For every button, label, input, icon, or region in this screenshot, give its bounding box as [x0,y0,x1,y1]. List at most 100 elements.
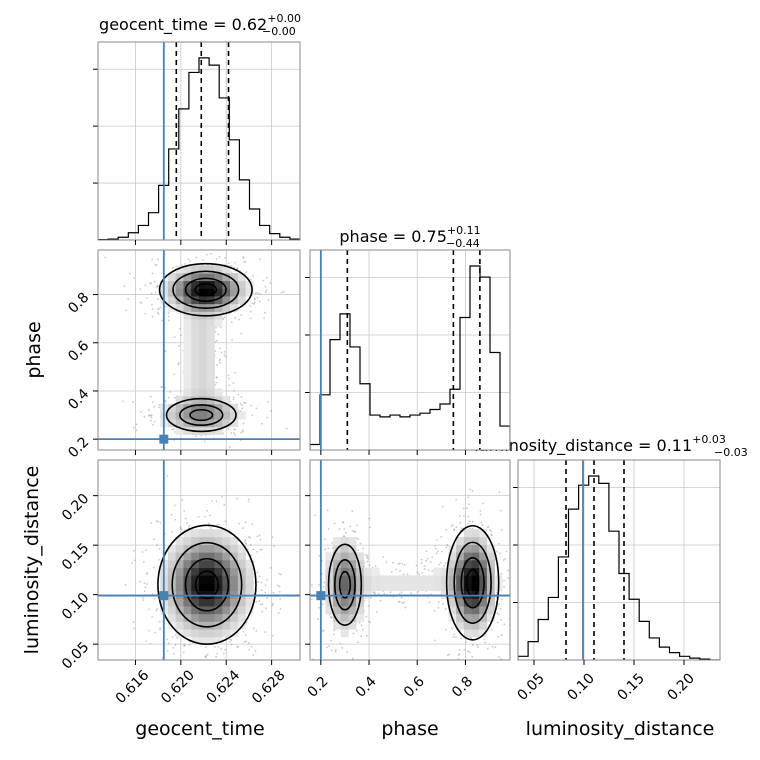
corner-geocent-time-vs-phase-density-cell [191,265,200,274]
corner-geocent-time-vs-phase-frame [97,249,301,451]
corner-phase-vs-luminosity-distance-point [415,564,418,567]
corner-geocent-time-vs-phase-density-cell [191,388,200,397]
corner-geocent-time-vs-phase-point [177,362,180,364]
corner-geocent-time-vs-luminosity-distance-density-cell [230,552,239,561]
corner-geocent-time-vs-phase-point [251,414,254,417]
corner-phase-vs-luminosity-distance-density-cell [479,606,488,615]
corner-phase-vs-luminosity-distance-point [497,635,499,638]
corner-geocent-time-vs-luminosity-distance-xticklabel-0: 0.616 [113,667,153,707]
corner-geocent-time-vs-phase-point [217,333,220,336]
corner-geocent-time-vs-phase-density-cell [183,388,192,397]
corner-geocent-time-vs-phase-point [240,314,243,316]
corner-phase-vs-luminosity-distance-point [471,655,474,658]
corner-geocent-time-vs-luminosity-distance-point [148,629,150,632]
corner-geocent-time-vs-luminosity-distance-density-cell [222,621,231,630]
corner-geocent-time-vs-luminosity-distance-point [171,530,174,533]
corner-geocent-time-vs-phase-contour-0-1 [172,270,240,309]
corner-geocent-time-vs-luminosity-distance-density-cell [222,583,231,592]
corner-phase-vs-luminosity-distance-point [362,547,364,550]
title-luminosity-distance-main: luminosity_distance = 0.11 [474,436,692,456]
corner-geocent-time-vs-luminosity-distance-plot-area [98,460,300,663]
corner-phase-vs-luminosity-distance-point [372,591,375,594]
corner-phase-vs-luminosity-distance-density-cell [340,629,349,638]
corner-geocent-time-vs-luminosity-distance-density-cell [230,613,239,622]
corner-geocent-time-vs-luminosity-distance-density-cell [206,629,215,638]
corner-geocent-time-vs-phase-density-cell [199,403,208,412]
corner-phase-vs-luminosity-distance-point [341,647,344,649]
corner-phase-vs-luminosity-distance-point [459,515,462,518]
corner-geocent-time-vs-luminosity-distance-point [265,578,268,581]
corner-phase-vs-luminosity-distance-density-cell [456,560,465,568]
corner-geocent-time-vs-luminosity-distance-density-cell [183,529,192,538]
corner-phase-vs-luminosity-distance-point [369,526,371,529]
corner-phase-vs-luminosity-distance-density-cell [479,621,488,630]
corner-geocent-time-vs-luminosity-distance-point [276,584,279,587]
corner-geocent-time-vs-luminosity-distance-density-cell [245,606,254,615]
corner-geocent-time-vs-luminosity-distance-density-cell [167,598,176,607]
corner-phase-vs-luminosity-distance-density-cell [325,583,334,592]
corner-geocent-time-vs-phase-density-cell [167,296,176,305]
corner-geocent-time-vs-phase-density-cell [214,419,223,428]
corner-phase-vs-luminosity-distance-point [349,670,351,672]
corner-phase-vs-luminosity-distance-point [401,562,404,565]
hist-geocent-time-bg [98,42,300,240]
xlabel-luminosity-distance: luminosity_distance [526,718,715,740]
corner-phase-vs-luminosity-distance-point [425,550,428,553]
corner-geocent-time-vs-phase-density-cell [199,319,208,328]
corner-phase-vs-luminosity-distance-density-cell [363,583,372,592]
corner-phase-vs-luminosity-distance-density-cell [340,583,349,592]
corner-phase-vs-luminosity-distance-point [410,592,412,595]
corner-geocent-time-vs-phase-yticklabel-1: 0.4 [65,386,92,413]
corner-geocent-time-vs-phase-density-cell [191,373,200,382]
corner-geocent-time-vs-luminosity-distance-point [247,642,250,644]
corner-geocent-time-vs-phase-point [189,260,192,263]
corner-phase-vs-luminosity-distance-point [383,592,386,595]
corner-geocent-time-vs-phase-density-cell [199,350,208,358]
corner-geocent-time-vs-luminosity-distance-point [244,634,247,636]
corner-phase-vs-luminosity-distance-point [395,568,397,571]
corner-geocent-time-vs-luminosity-distance-point [264,607,267,610]
corner-geocent-time-vs-phase-point [215,376,218,379]
corner-geocent-time-vs-phase-density-cell [183,311,192,320]
corner-geocent-time-vs-luminosity-distance-density-cell [214,552,223,561]
corner-geocent-time-vs-luminosity-distance-point [259,538,262,541]
corner-phase-vs-luminosity-distance-density-cell [456,606,465,615]
corner-phase-vs-luminosity-distance-point [345,531,347,534]
corner-geocent-time-vs-phase-point [266,416,269,419]
corner-phase-vs-luminosity-distance-point [426,557,429,560]
corner-geocent-time-vs-phase-density-cell [230,419,239,428]
corner-phase-vs-luminosity-distance-point [465,641,467,644]
corner-geocent-time-vs-phase-point [123,285,126,288]
corner-geocent-time-vs-phase-point [172,267,174,269]
corner-geocent-time-vs-luminosity-distance-point [278,572,280,575]
corner-phase-vs-luminosity-distance-density-cell [463,552,472,561]
corner-geocent-time-vs-phase-point [173,373,176,376]
corner-phase-vs-luminosity-distance-density-cell [333,552,342,561]
corner-phase-vs-luminosity-distance-point [431,570,434,572]
corner-phase-vs-luminosity-distance-point [507,577,510,579]
corner-phase-vs-luminosity-distance-point [458,649,461,651]
corner-geocent-time-vs-luminosity-distance-density-cell [222,613,231,622]
corner-phase-vs-luminosity-distance-plot-area [310,460,510,672]
corner-phase-vs-luminosity-distance-point [367,604,370,607]
corner-geocent-time-vs-luminosity-distance-point [230,639,233,642]
corner-geocent-time-vs-luminosity-distance-density-cell [214,598,223,607]
corner-geocent-time-vs-phase-point [234,316,237,319]
corner-geocent-time-vs-phase-point [153,405,156,408]
corner-phase-vs-luminosity-distance-point [442,564,445,567]
corner-geocent-time-vs-phase-point [153,280,156,283]
hist-luminosity-distance-xticklabel-0: 0.05 [514,670,547,703]
corner-phase-vs-luminosity-distance-point [326,646,329,649]
corner-geocent-time-vs-phase-point [127,298,130,300]
corner-geocent-time-vs-luminosity-distance-point [235,661,237,663]
corner-geocent-time-vs-phase-point [240,332,243,335]
corner-geocent-time-vs-luminosity-distance-point [244,539,247,541]
corner-geocent-time-vs-phase-density-cell [199,296,208,305]
corner-geocent-time-vs-luminosity-distance-density-cell [230,544,239,553]
corner-geocent-time-vs-phase-point [259,292,261,295]
corner-geocent-time-vs-luminosity-distance-density-cell [230,560,239,568]
corner-geocent-time-vs-luminosity-distance-density-cell [206,621,215,630]
corner-geocent-time-vs-phase-point [222,317,225,320]
corner-geocent-time-vs-phase-panel: 0.2 0.4 0.6 0.8 [65,249,301,461]
corner-geocent-time-vs-luminosity-distance-point [244,541,247,544]
